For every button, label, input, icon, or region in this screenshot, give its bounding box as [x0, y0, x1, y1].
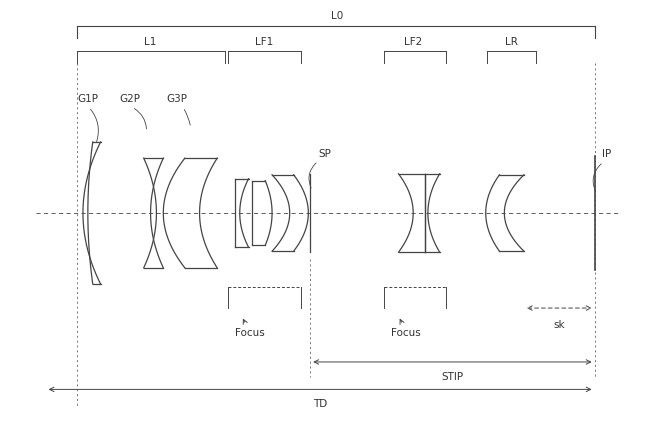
- Text: L0: L0: [331, 11, 343, 21]
- Text: TD: TD: [313, 399, 327, 409]
- Text: G3P: G3P: [166, 94, 187, 104]
- Text: L1: L1: [144, 37, 157, 47]
- Text: Focus: Focus: [391, 320, 421, 337]
- Text: LF1: LF1: [255, 37, 274, 47]
- Text: sk: sk: [553, 320, 565, 330]
- Text: IP: IP: [603, 149, 612, 159]
- Text: LF2: LF2: [404, 37, 422, 47]
- Text: G2P: G2P: [119, 94, 140, 104]
- Text: LR: LR: [505, 37, 517, 47]
- Text: G1P: G1P: [77, 94, 98, 104]
- Text: Focus: Focus: [235, 320, 265, 337]
- Text: SP: SP: [318, 149, 331, 159]
- Text: STIP: STIP: [441, 372, 463, 382]
